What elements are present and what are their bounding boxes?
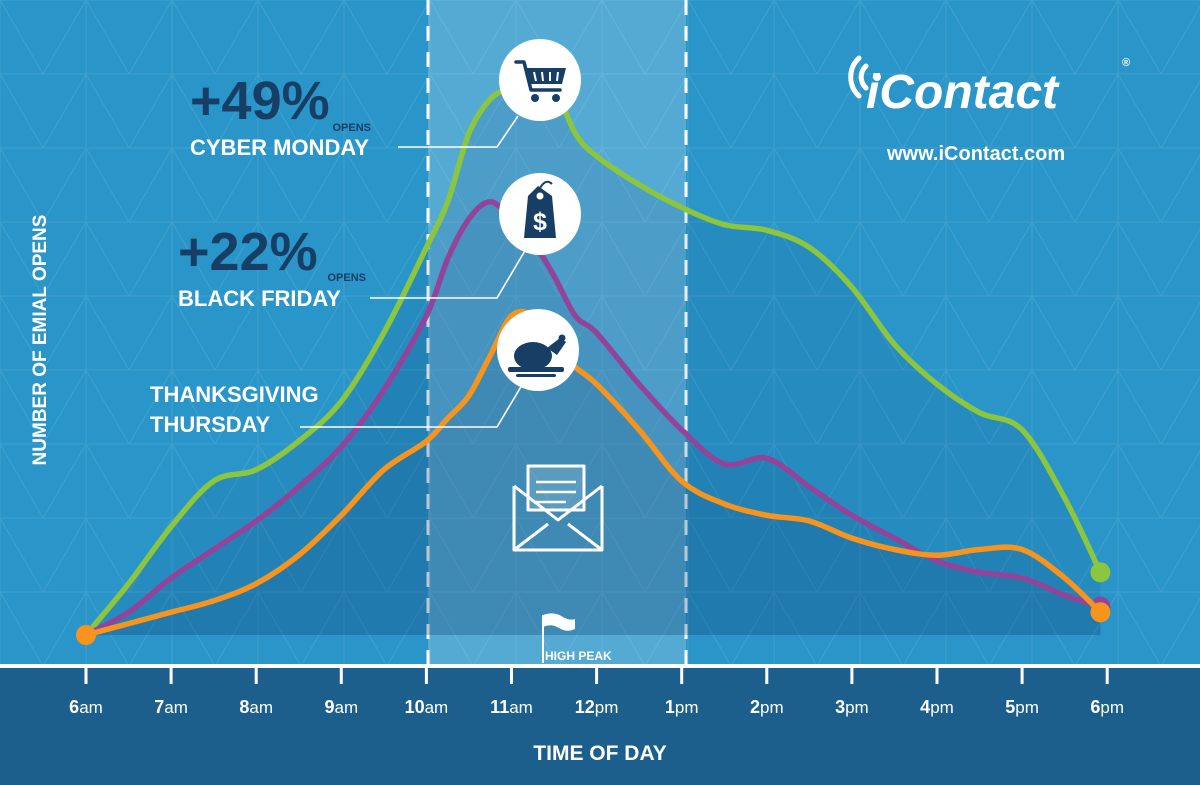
turkey-platter-icon	[497, 309, 579, 391]
black-friday-label: BLACK FRIDAY	[178, 286, 341, 311]
thanksgiving-connector	[300, 384, 523, 428]
x-tick-label: 12pm	[575, 697, 619, 717]
x-tick-label: 8am	[239, 697, 273, 717]
y-axis-title: NUMBER OF EMIAL OPENS	[30, 215, 51, 466]
series-endpoint-thanksgiving	[1090, 602, 1111, 623]
series-shade-thanksgiving	[86, 311, 1101, 635]
x-axis-band	[0, 668, 1200, 785]
x-tick-label: 6am	[69, 697, 103, 717]
x-tick-label: 7am	[154, 697, 188, 717]
x-tick-label: 5pm	[1005, 697, 1039, 717]
brand-registered-mark: ®	[1122, 57, 1130, 69]
x-tick-label: 6pm	[1090, 697, 1124, 717]
x-tick-label: 9am	[324, 697, 358, 717]
brand-url[interactable]: www.iContact.com	[886, 143, 1065, 165]
series-shade-cyber_monday	[86, 81, 1101, 636]
x-tick-label: 11am	[490, 697, 533, 717]
black-friday-connector	[370, 248, 527, 299]
x-tick-label: 1pm	[665, 697, 699, 717]
black-friday-opens-label: OPENS	[327, 272, 366, 284]
x-tick-label: 2pm	[750, 697, 784, 717]
series-line-black_friday	[83, 199, 1104, 638]
wifi-signal-icon	[848, 55, 881, 99]
cyber-monday-percent: +49%	[190, 71, 330, 131]
black-friday-percent: +22%	[178, 222, 318, 282]
series-shade-black_friday	[86, 201, 1101, 636]
cyber-monday-opens-label: OPENS	[332, 122, 371, 134]
series-endpoint-thanksgiving	[76, 625, 96, 645]
series-endpoint-cyber_monday	[1090, 562, 1111, 583]
price-tag-icon: $	[499, 173, 581, 255]
cyber-monday-connector	[398, 115, 519, 148]
thanksgiving-label-line2: THURSDAY	[150, 412, 271, 437]
x-tick-label: 10am	[405, 697, 449, 717]
x-axis-title: TIME OF DAY	[533, 742, 666, 765]
thanksgiving-label-line1: THANKSGIVING	[150, 382, 319, 407]
svg-text:$: $	[533, 208, 547, 236]
brand-logo: iContact	[866, 66, 1060, 119]
shopping-cart-icon	[499, 39, 581, 121]
x-tick-label: 3pm	[835, 697, 869, 717]
high-peak-label: HIGH PEAK	[545, 649, 612, 663]
x-tick-label: 4pm	[920, 697, 954, 717]
flag-icon	[542, 613, 575, 663]
cyber-monday-label: CYBER MONDAY	[190, 135, 369, 160]
email-envelope-icon	[512, 464, 604, 552]
x-tick-layer: 6am 7am 8am 9am 10am 11am 12pm 1pm 2pm 3pm 4pm 5pm 6…	[69, 666, 1124, 717]
